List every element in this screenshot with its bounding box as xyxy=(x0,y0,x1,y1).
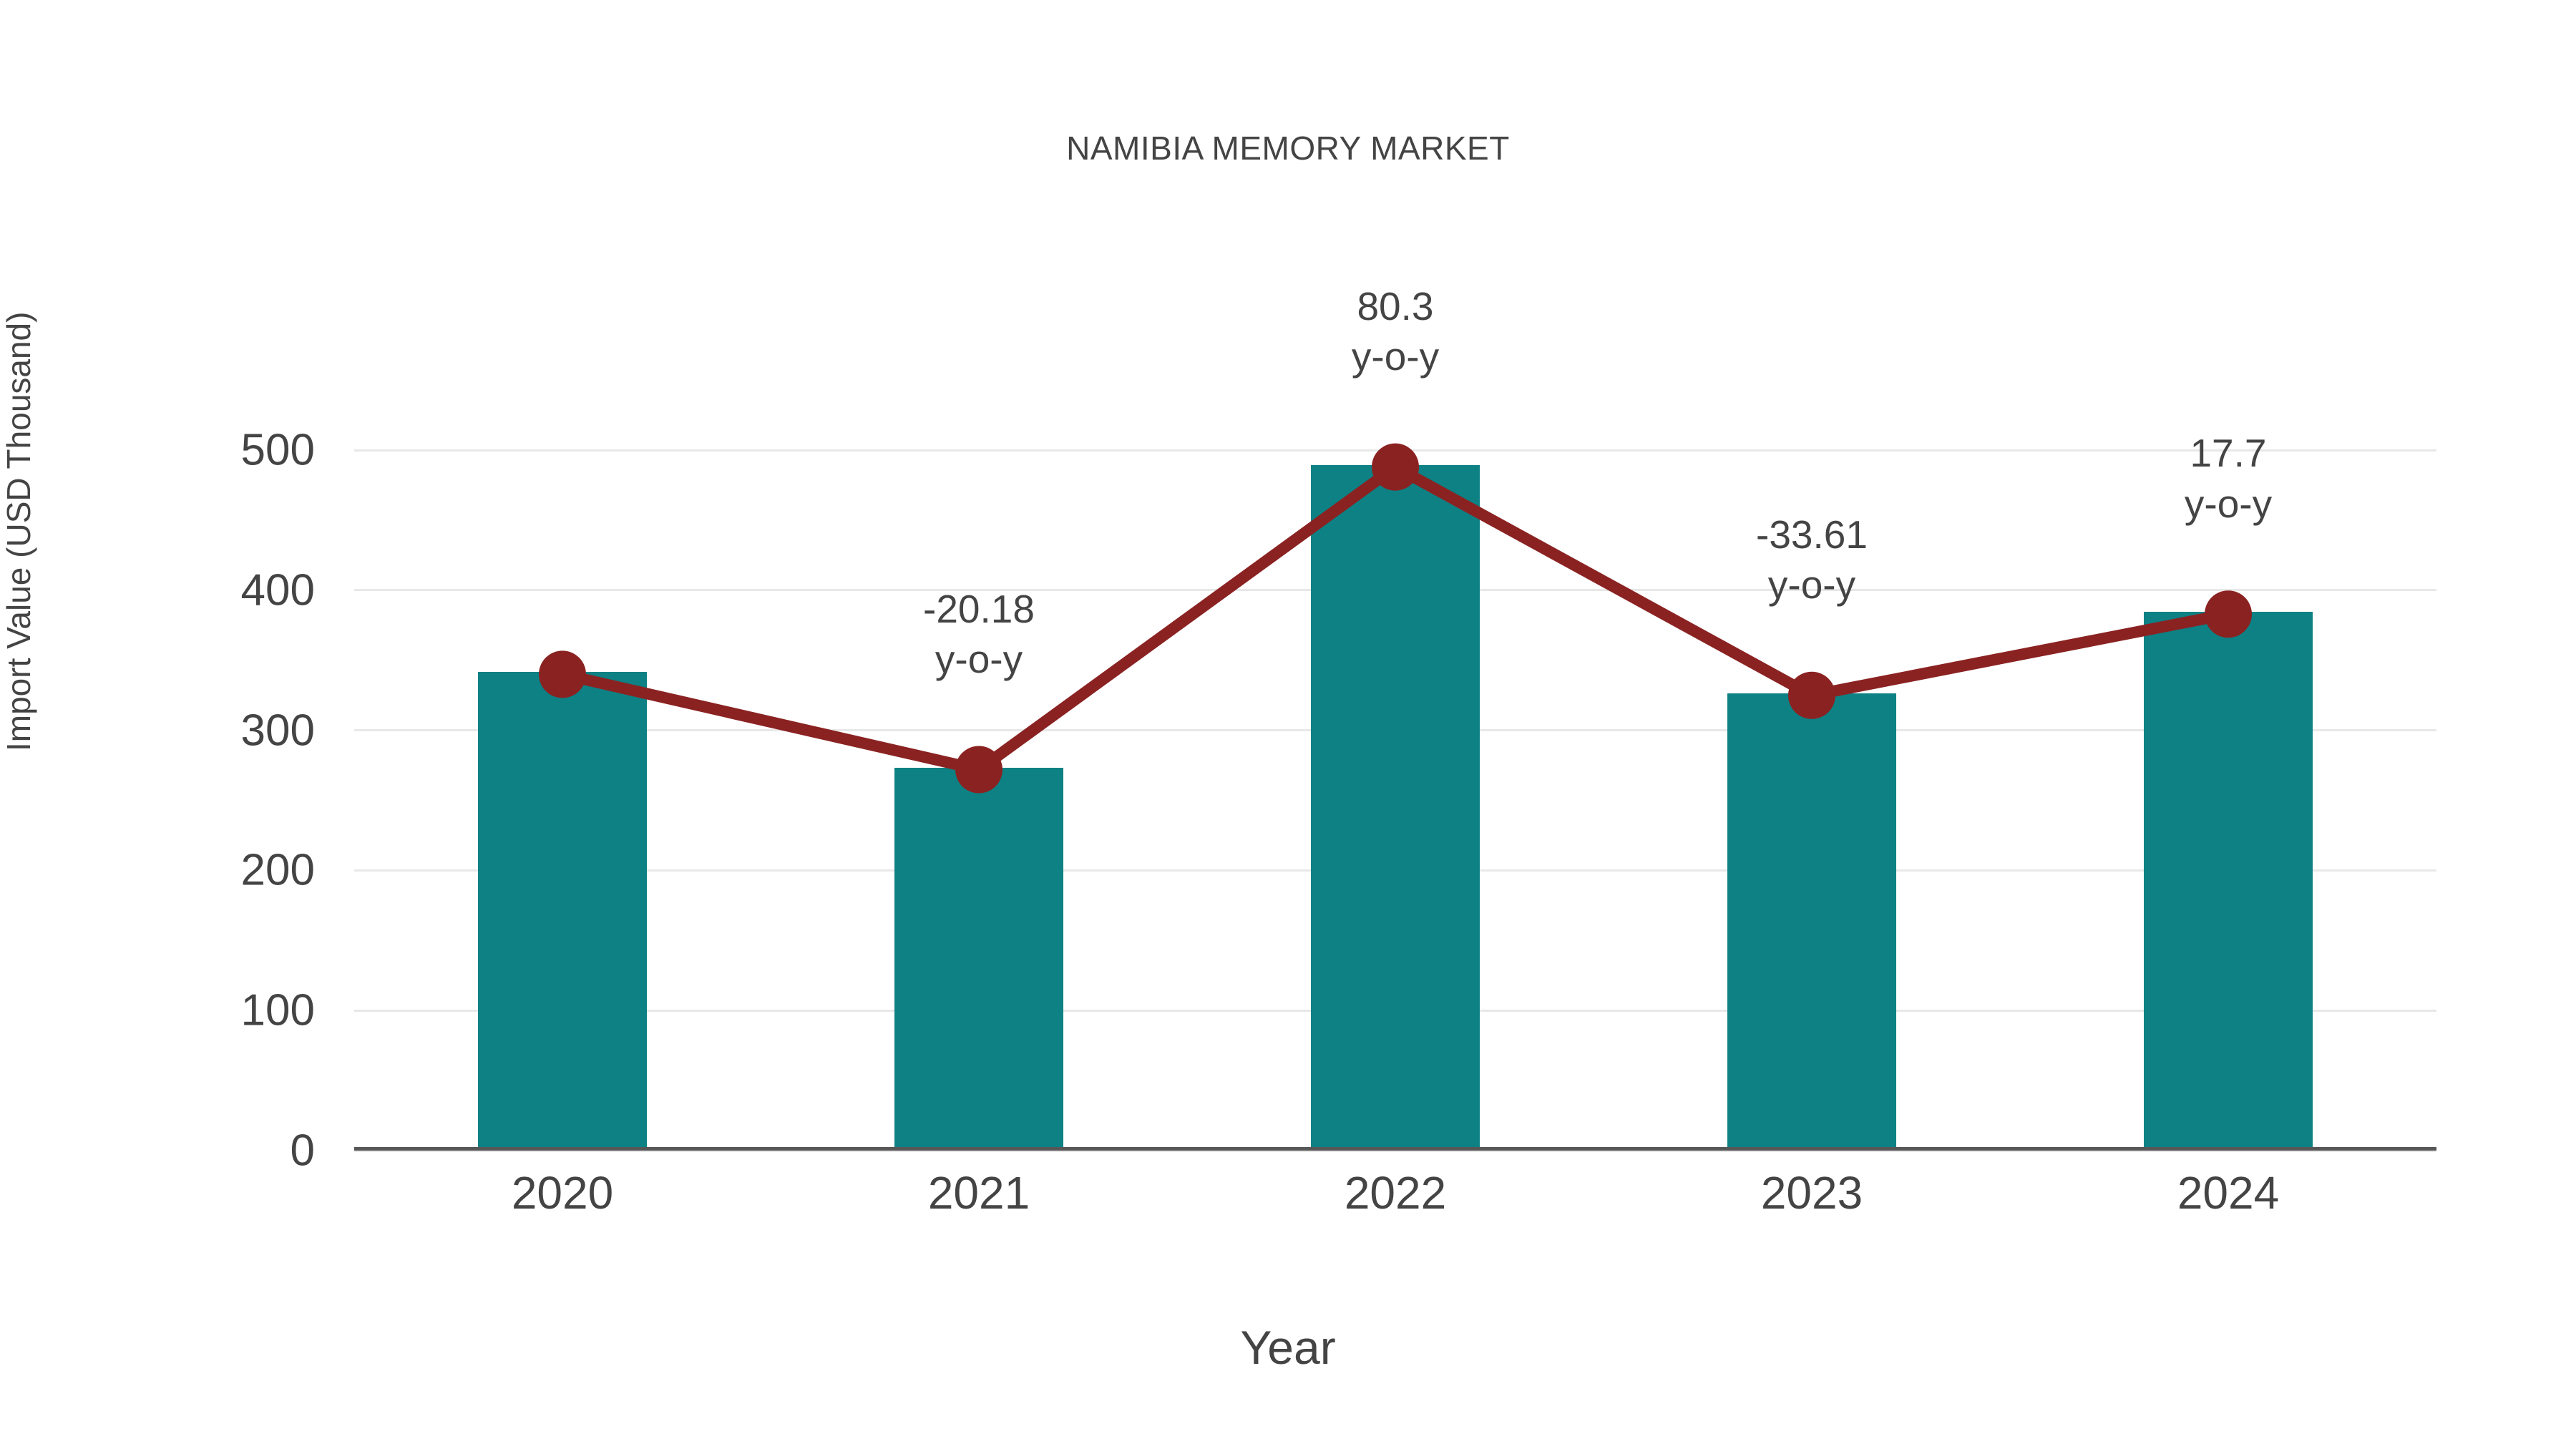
plot-area xyxy=(354,422,2436,1152)
y-tick-label: 200 xyxy=(240,845,315,895)
y-tick-label: 500 xyxy=(240,425,315,475)
y-tick-label: 100 xyxy=(240,985,315,1035)
bar-2023[interactable] xyxy=(1727,693,1896,1148)
y-tick-label: 300 xyxy=(240,706,315,756)
x-tick-label-2023: 2023 xyxy=(1760,1167,1863,1219)
x-axis-title: Year xyxy=(1240,1321,1336,1374)
x-tick-label-2022: 2022 xyxy=(1344,1167,1447,1219)
y-axis-title: Import Value (USD Thousand) xyxy=(0,311,37,751)
yoy-annotation-2022: 80.3 y-o-y xyxy=(1231,281,1560,382)
bar-2021[interactable] xyxy=(894,767,1063,1148)
x-tick-label-2020: 2020 xyxy=(511,1167,614,1219)
gridline xyxy=(354,449,2436,452)
bar-2020[interactable] xyxy=(478,672,647,1148)
x-tick-label-2021: 2021 xyxy=(927,1167,1030,1219)
y-tick-label: 400 xyxy=(240,565,315,615)
yoy-unit: y-o-y xyxy=(1351,334,1440,379)
bar-2024[interactable] xyxy=(2144,612,2313,1148)
page-title: NAMIBIA MEMORY MARKET xyxy=(1066,130,1510,167)
x-tick-label-2024: 2024 xyxy=(2177,1167,2280,1219)
yoy-value: 80.3 xyxy=(1357,283,1434,328)
gridline xyxy=(354,1149,2436,1152)
bar-2022[interactable] xyxy=(1311,464,1480,1148)
y-tick-label: 0 xyxy=(290,1126,315,1176)
x-axis-line xyxy=(354,1147,2436,1151)
